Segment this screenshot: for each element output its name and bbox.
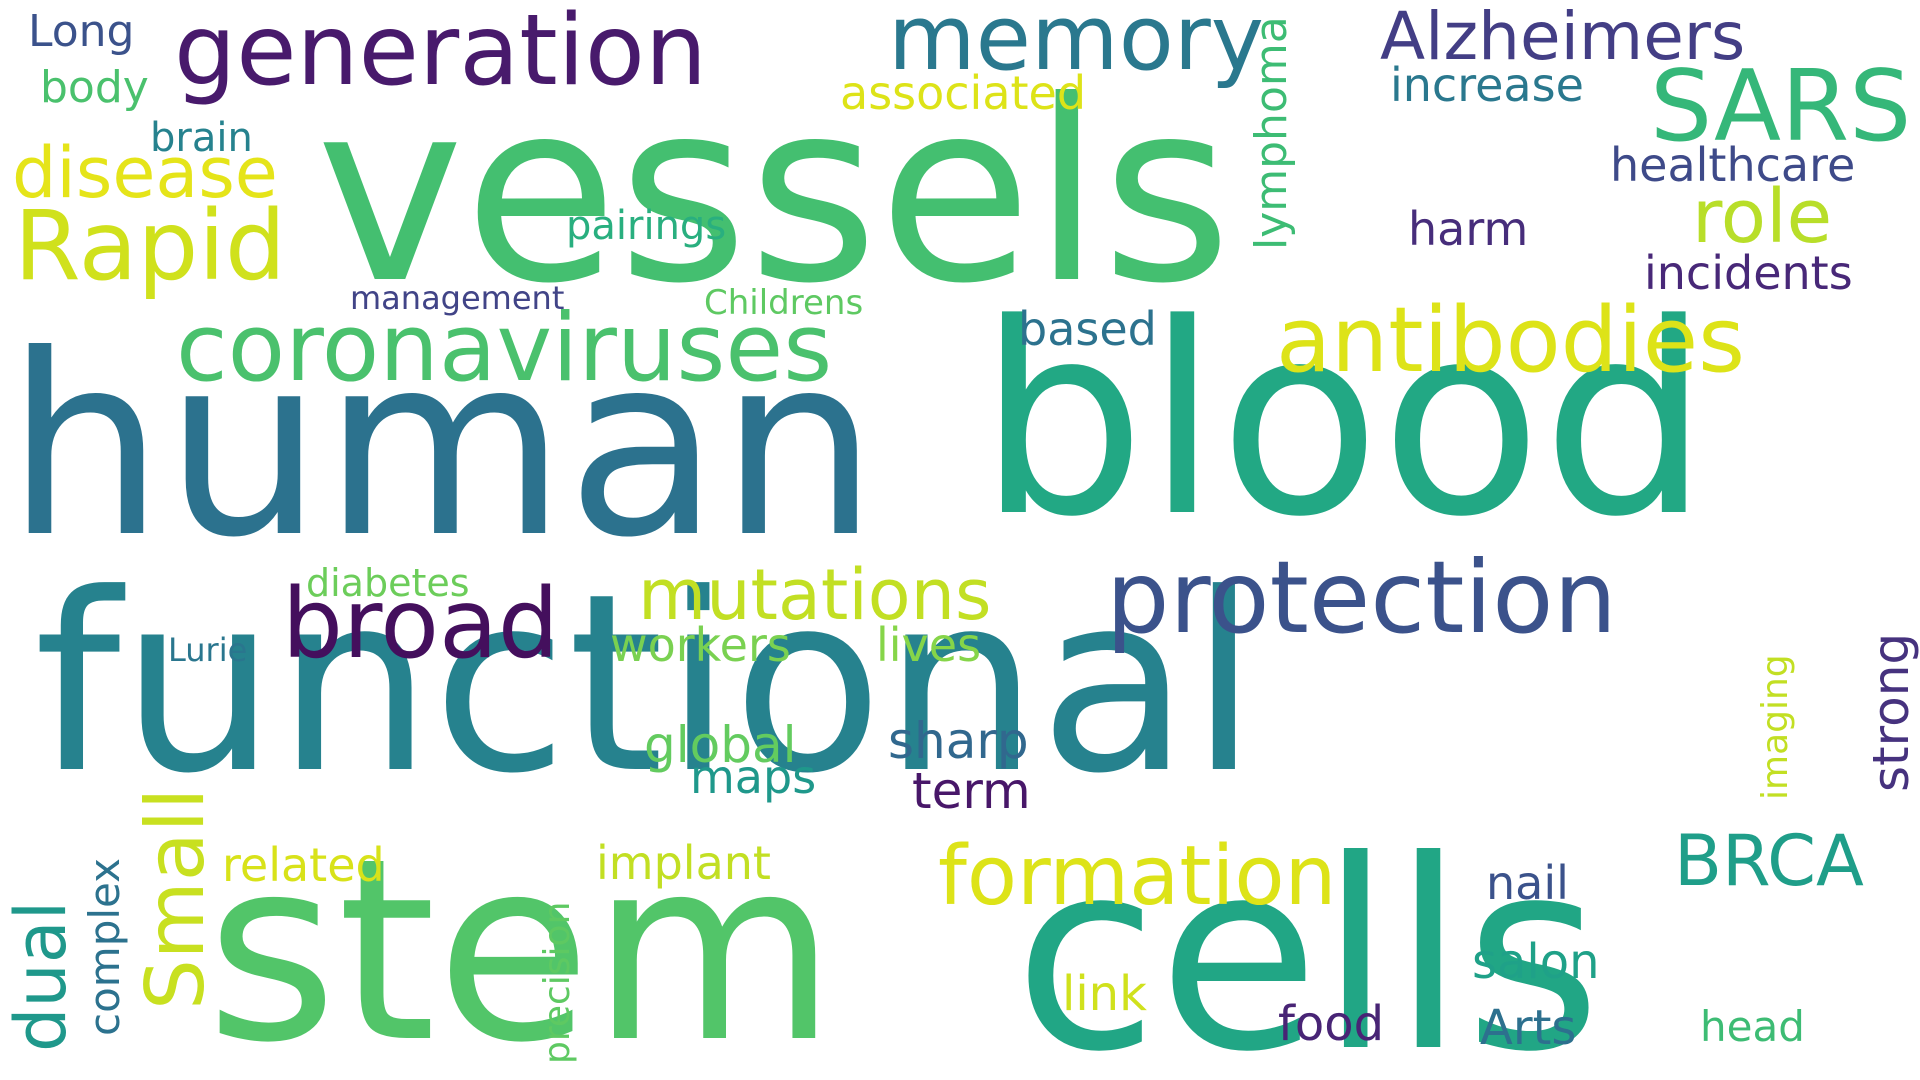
word-lives: lives: [876, 618, 982, 672]
word-incidents: incidents: [1644, 246, 1853, 300]
word-head: head: [1700, 1002, 1805, 1051]
word-increase: increase: [1390, 58, 1584, 112]
word-precision: precision: [537, 901, 578, 1064]
word-stem: stem: [206, 805, 837, 1080]
word-salon: salon: [1472, 934, 1600, 990]
word-vessels: vessels: [316, 47, 1232, 338]
word-maps: maps: [690, 750, 817, 804]
word-nail: nail: [1486, 856, 1569, 910]
word-global: global: [644, 716, 797, 774]
word-related: related: [222, 838, 385, 892]
word-coronaviruses: coronaviruses: [176, 294, 833, 403]
word-food: food: [1278, 996, 1385, 1052]
word-broad: broad: [282, 568, 559, 680]
word-sars: SARS: [1650, 50, 1912, 164]
word-arts: Arts: [1480, 1000, 1577, 1056]
word-blood: blood: [978, 268, 1710, 575]
word-disease: disease: [12, 132, 278, 214]
word-formation: formation: [938, 829, 1337, 924]
word-complex: complex: [80, 858, 129, 1036]
word-lurie: Lurie: [168, 631, 248, 669]
word-diabetes: diabetes: [306, 561, 470, 605]
word-memory: memory: [888, 0, 1265, 91]
word-associated: associated: [840, 66, 1087, 120]
word-protection: protection: [1106, 539, 1617, 656]
word-strong: strong: [1862, 632, 1920, 792]
word-generation: generation: [174, 0, 707, 108]
word-lymphoma: lymphoma: [1246, 16, 1297, 250]
word-mutations: mutations: [638, 554, 992, 636]
word-childrens: Childrens: [704, 283, 864, 323]
word-body: body: [40, 62, 149, 113]
word-brain: brain: [150, 115, 253, 161]
word-workers: workers: [610, 618, 791, 672]
word-human: human: [6, 301, 879, 592]
word-healthcare: healthcare: [1610, 138, 1856, 192]
word-cells: cells: [1014, 804, 1602, 1080]
word-imaging: imaging: [1755, 654, 1796, 800]
word-small: Small: [129, 787, 222, 1010]
word-management: management: [350, 279, 565, 317]
word-term: term: [912, 762, 1031, 820]
word-implant: implant: [596, 836, 771, 890]
word-harm: harm: [1408, 202, 1529, 256]
word-alzheimers: Alzheimers: [1380, 0, 1746, 75]
word-rapid: Rapid: [14, 190, 286, 302]
word-based: based: [1018, 302, 1157, 356]
word-dual: dual: [0, 900, 82, 1052]
word-pairings: pairings: [566, 203, 727, 249]
word-antibodies: antibodies: [1276, 288, 1746, 393]
word-sharp: sharp: [888, 712, 1029, 770]
word-brca: BRCA: [1674, 820, 1864, 902]
word-role: role: [1692, 174, 1833, 260]
word-functional: functional: [34, 542, 1258, 828]
word-long: Long: [28, 6, 135, 57]
word-link: link: [1062, 966, 1147, 1022]
